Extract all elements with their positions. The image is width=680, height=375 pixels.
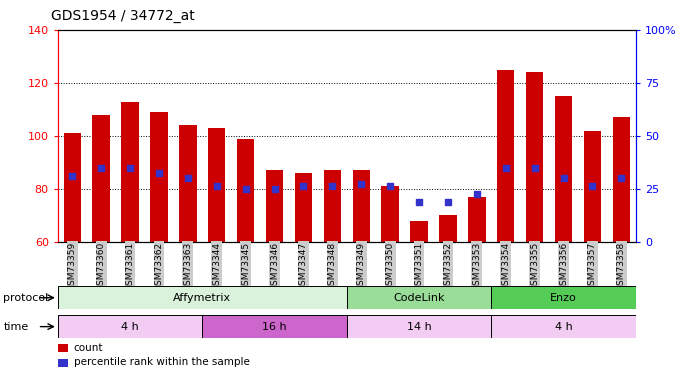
Point: [240, 186, 251, 192]
Point: [269, 186, 280, 192]
Bar: [526, 72, 543, 242]
Bar: [439, 215, 457, 242]
Bar: [295, 173, 312, 242]
Point: [413, 199, 424, 205]
Bar: [150, 112, 168, 242]
Text: Enzo: Enzo: [550, 293, 577, 303]
Text: GSM73344: GSM73344: [212, 242, 221, 291]
Text: GSM73357: GSM73357: [588, 242, 597, 291]
Point: [67, 172, 78, 178]
Text: Affymetrix: Affymetrix: [173, 293, 231, 303]
Bar: [613, 117, 630, 242]
Text: GSM73354: GSM73354: [501, 242, 510, 291]
Point: [443, 199, 454, 205]
Text: 4 h: 4 h: [555, 322, 573, 332]
Point: [211, 183, 222, 189]
Point: [471, 191, 482, 197]
Text: GSM73359: GSM73359: [68, 242, 77, 291]
Bar: [92, 115, 110, 242]
Bar: [266, 170, 284, 242]
Text: GSM73361: GSM73361: [126, 242, 135, 291]
Bar: [411, 220, 428, 242]
Bar: [492, 286, 636, 309]
Point: [96, 165, 107, 171]
Text: CodeLink: CodeLink: [393, 293, 445, 303]
Text: GSM73348: GSM73348: [328, 242, 337, 291]
Bar: [237, 139, 254, 242]
Bar: [469, 197, 486, 242]
Text: GSM73360: GSM73360: [97, 242, 105, 291]
Point: [587, 183, 598, 189]
Bar: [58, 315, 203, 338]
Text: protocol: protocol: [3, 293, 49, 303]
Text: 14 h: 14 h: [407, 322, 431, 332]
Text: GSM73358: GSM73358: [617, 242, 626, 291]
Point: [124, 165, 135, 171]
Bar: [180, 125, 197, 242]
Point: [154, 170, 165, 176]
Bar: [64, 133, 81, 242]
Bar: [555, 96, 573, 242]
Bar: [122, 102, 139, 242]
Point: [500, 165, 511, 171]
Bar: [208, 128, 226, 242]
Text: GSM73352: GSM73352: [443, 242, 452, 291]
Point: [616, 176, 627, 181]
Text: GSM73363: GSM73363: [184, 242, 192, 291]
Bar: [324, 170, 341, 242]
Text: GSM73351: GSM73351: [415, 242, 424, 291]
Bar: [347, 315, 492, 338]
Point: [327, 183, 338, 189]
Text: 16 h: 16 h: [262, 322, 287, 332]
Bar: [203, 315, 347, 338]
Bar: [347, 286, 492, 309]
Text: percentile rank within the sample: percentile rank within the sample: [73, 357, 250, 368]
Bar: [353, 170, 370, 242]
Point: [558, 176, 569, 181]
Point: [385, 183, 396, 189]
Bar: [497, 70, 515, 242]
Bar: [584, 130, 601, 242]
Point: [356, 181, 367, 187]
Text: GSM73353: GSM73353: [473, 242, 481, 291]
Text: 4 h: 4 h: [121, 322, 139, 332]
Point: [182, 176, 193, 181]
Point: [529, 165, 540, 171]
Text: GSM73350: GSM73350: [386, 242, 394, 291]
Bar: [381, 186, 398, 242]
Point: [298, 183, 309, 189]
Bar: [58, 344, 68, 352]
Text: count: count: [73, 343, 103, 352]
Bar: [58, 359, 68, 367]
Bar: [492, 315, 636, 338]
Text: GSM73345: GSM73345: [241, 242, 250, 291]
Text: GSM73346: GSM73346: [270, 242, 279, 291]
Text: GSM73362: GSM73362: [154, 242, 163, 291]
Text: GSM73349: GSM73349: [357, 242, 366, 291]
Text: GSM73355: GSM73355: [530, 242, 539, 291]
Bar: [58, 286, 347, 309]
Text: time: time: [3, 322, 29, 332]
Text: GSM73356: GSM73356: [559, 242, 568, 291]
Text: GSM73347: GSM73347: [299, 242, 308, 291]
Text: GDS1954 / 34772_at: GDS1954 / 34772_at: [51, 9, 194, 23]
